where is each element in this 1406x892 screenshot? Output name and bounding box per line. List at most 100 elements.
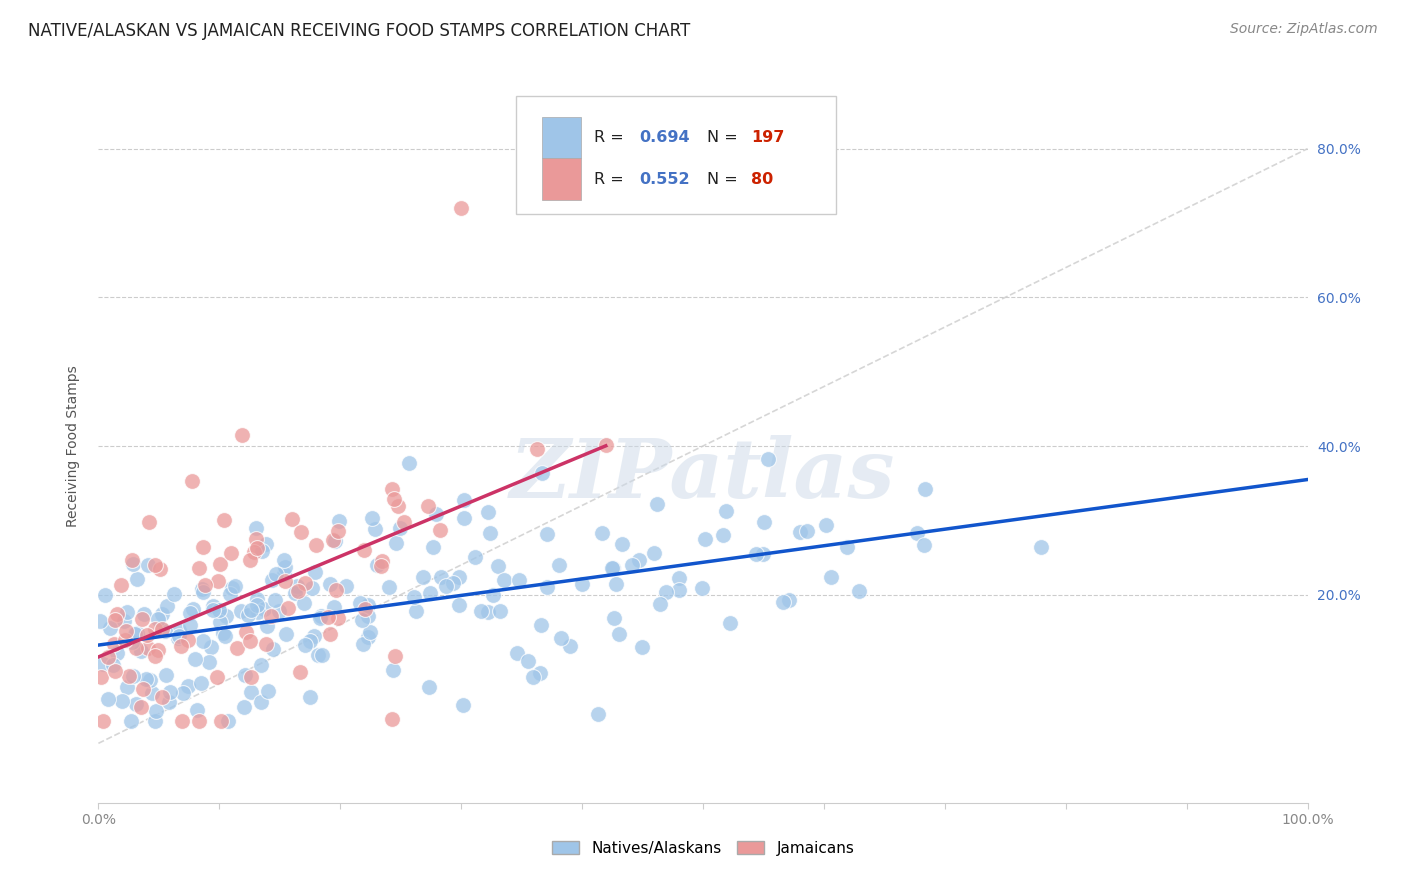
Point <box>141 686 163 700</box>
Point <box>150 607 173 621</box>
Point <box>148 611 170 625</box>
Point <box>214 629 236 643</box>
Point <box>257 683 280 698</box>
Legend: Natives/Alaskans, Jamaicans: Natives/Alaskans, Jamaicans <box>551 841 855 855</box>
Point <box>191 584 214 599</box>
Point <box>508 573 530 587</box>
Point <box>322 533 344 547</box>
Point <box>716 504 738 518</box>
Point <box>477 505 499 519</box>
Point <box>115 624 138 638</box>
Point <box>429 570 451 584</box>
Point <box>179 617 201 632</box>
Point <box>489 604 512 618</box>
Point <box>249 657 271 672</box>
Point <box>482 588 505 602</box>
Point <box>311 648 333 662</box>
Point <box>752 515 775 529</box>
Point <box>143 648 166 663</box>
Point <box>419 585 441 599</box>
Point <box>172 686 194 700</box>
Point <box>254 637 277 651</box>
Point <box>690 582 713 596</box>
Point <box>654 585 676 599</box>
Point <box>239 553 262 567</box>
Point <box>434 579 457 593</box>
Point <box>621 558 644 573</box>
Point <box>299 633 322 648</box>
Point <box>273 553 295 567</box>
Point <box>121 558 143 572</box>
Point <box>647 498 669 512</box>
Text: Source: ZipAtlas.com: Source: ZipAtlas.com <box>1230 22 1378 37</box>
Point <box>301 582 323 596</box>
Point <box>381 482 404 496</box>
Point <box>820 570 842 584</box>
Point <box>239 685 262 699</box>
Point <box>835 541 858 555</box>
Point <box>319 626 342 640</box>
Point <box>264 592 287 607</box>
Point <box>441 576 464 591</box>
Point <box>630 640 652 655</box>
Point <box>242 545 264 559</box>
Point <box>607 627 630 641</box>
Point <box>591 525 613 540</box>
Point <box>449 570 471 584</box>
Point <box>260 608 283 623</box>
Y-axis label: Receiving Food Stamps: Receiving Food Stamps <box>66 365 80 527</box>
Point <box>180 474 202 488</box>
Point <box>273 566 295 581</box>
Point <box>405 604 427 618</box>
Point <box>208 603 231 617</box>
Point <box>558 639 581 653</box>
Point <box>125 698 148 712</box>
Point <box>304 565 326 579</box>
Point <box>668 583 690 598</box>
Point <box>221 582 243 596</box>
Point <box>97 649 120 664</box>
Point <box>150 622 173 636</box>
Point <box>603 611 626 625</box>
Text: R =: R = <box>595 130 628 145</box>
Point <box>121 552 143 566</box>
Point <box>167 631 190 645</box>
Point <box>256 619 278 633</box>
Point <box>167 629 190 643</box>
Point <box>250 544 273 558</box>
Point <box>104 613 127 627</box>
Point <box>247 605 270 619</box>
Point <box>136 640 159 655</box>
Point <box>319 577 342 591</box>
Point <box>136 628 159 642</box>
Point <box>205 669 228 683</box>
Point <box>236 608 259 623</box>
Point <box>125 640 148 655</box>
Point <box>143 714 166 728</box>
Point <box>285 579 308 593</box>
Point <box>325 582 347 597</box>
Point <box>229 604 252 618</box>
Point <box>246 591 269 606</box>
Text: N =: N = <box>707 172 742 187</box>
Point <box>352 637 374 651</box>
Point <box>364 522 387 536</box>
Point <box>389 521 412 535</box>
Point <box>138 558 160 572</box>
Point <box>752 548 775 562</box>
Point <box>600 560 623 574</box>
Point <box>335 579 357 593</box>
Point <box>350 614 373 628</box>
Point <box>110 578 132 592</box>
Point <box>912 538 935 552</box>
Text: N =: N = <box>707 130 742 145</box>
Point <box>711 528 734 542</box>
Point <box>384 648 406 663</box>
Point <box>163 587 186 601</box>
Point <box>486 559 509 574</box>
Point <box>477 605 499 619</box>
Point <box>530 618 553 632</box>
Point <box>179 606 201 620</box>
Point <box>186 703 208 717</box>
Point <box>602 561 624 575</box>
